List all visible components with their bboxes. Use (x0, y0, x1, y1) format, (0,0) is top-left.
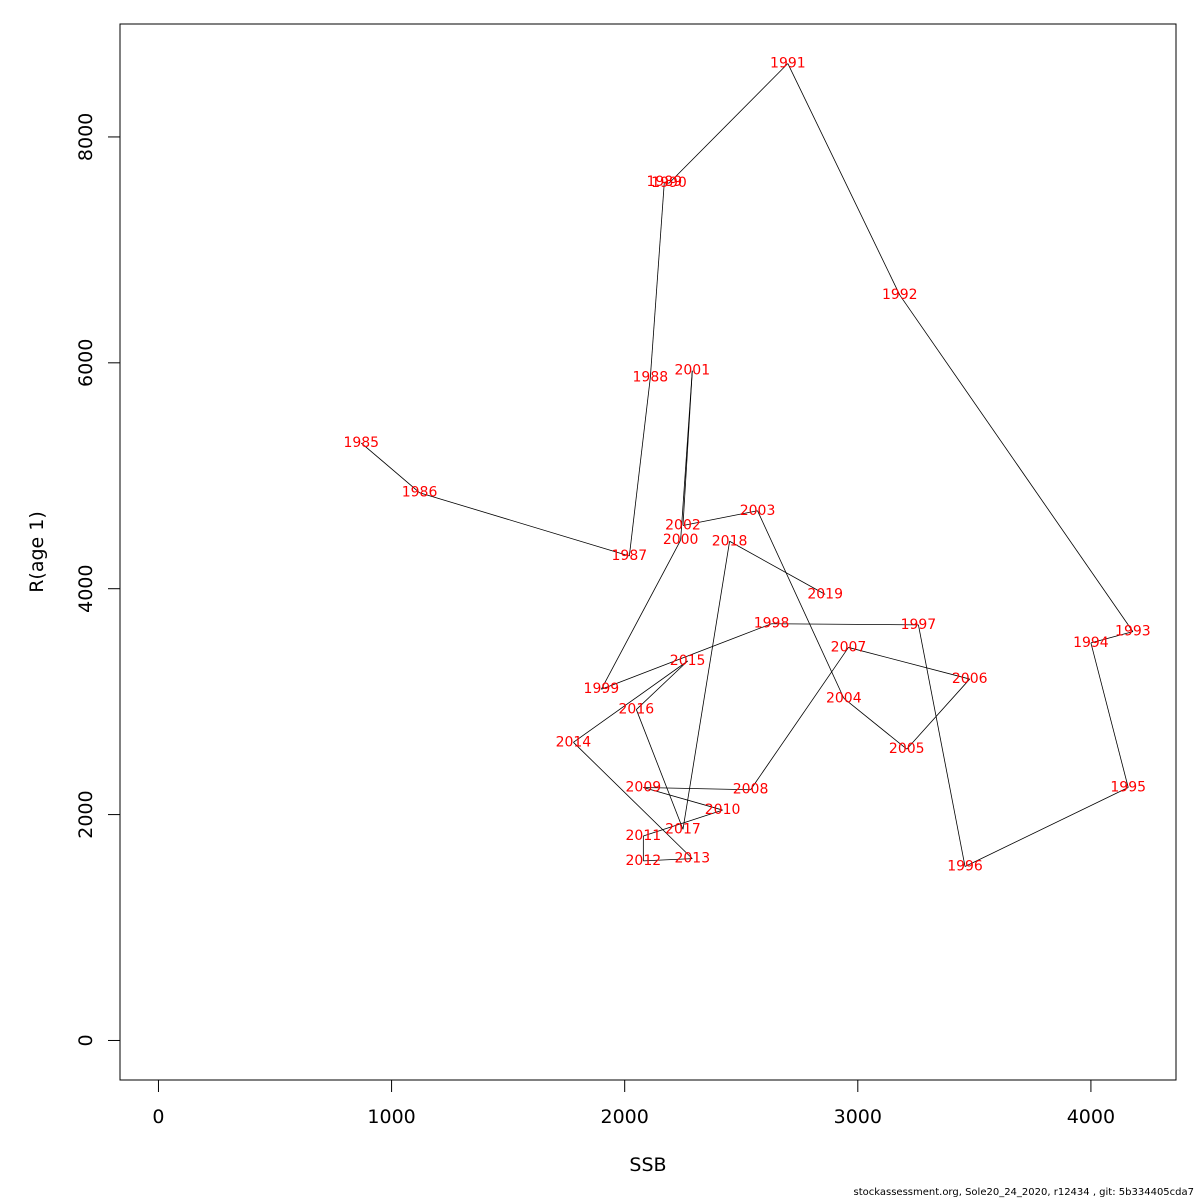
point-label-1998: 1998 (754, 616, 790, 632)
segment-1999-2000 (601, 539, 681, 690)
point-label-2006: 2006 (952, 671, 988, 687)
segment-1988-1989 (649, 182, 665, 378)
segment-1991-1992 (787, 63, 901, 296)
segment-1995-1996 (964, 787, 1129, 867)
point-label-2016: 2016 (619, 702, 655, 718)
segment-1985-1986 (361, 442, 420, 494)
point-label-1993: 1993 (1115, 624, 1151, 640)
segment-2015-2016 (636, 660, 688, 710)
point-label-1994: 1994 (1073, 635, 1109, 651)
segment-1998-1999 (601, 623, 772, 690)
y-axis: 0 2000 4000 6000 8000 (75, 113, 121, 1047)
x-tick-label: 2000 (601, 1106, 649, 1128)
y-tick-label: 4000 (75, 565, 97, 613)
series-path (361, 63, 1134, 867)
point-label-2015: 2015 (670, 653, 706, 669)
point-label-2018: 2018 (712, 533, 748, 549)
point-label-2007: 2007 (831, 639, 867, 655)
point-label-1997: 1997 (901, 617, 937, 633)
point-label-2013: 2013 (674, 851, 710, 867)
segment-2005-2006 (906, 678, 970, 750)
point-label-2002: 2002 (665, 517, 701, 533)
segment-1990-1991 (668, 63, 789, 184)
segment-1992-1993 (899, 294, 1134, 632)
point-label-2000: 2000 (663, 532, 699, 548)
point-label-1999: 1999 (584, 681, 620, 697)
segment-1997-1998 (771, 623, 919, 626)
segment-2006-2007 (848, 647, 970, 680)
segment-2012-2013 (643, 858, 693, 862)
point-label-1986: 1986 (402, 485, 438, 501)
segment-1987-1988 (628, 377, 651, 556)
segment-2001-2002 (682, 370, 693, 526)
y-tick-label: 8000 (75, 113, 97, 161)
point-label-1987: 1987 (612, 548, 648, 564)
segment-2009-2010 (643, 787, 723, 811)
point-label-1996: 1996 (947, 859, 983, 875)
point-label-2019: 2019 (807, 586, 843, 602)
point-label-2010: 2010 (705, 802, 741, 818)
point-label-2004: 2004 (826, 690, 862, 706)
segment-2014-2015 (573, 660, 688, 743)
point-label-2012: 2012 (626, 853, 662, 869)
segment-2007-2008 (750, 647, 849, 790)
x-tick-label: 1000 (367, 1106, 415, 1128)
point-label-2011: 2011 (626, 828, 662, 844)
point-label-1991: 1991 (770, 56, 806, 72)
segment-2010-2011 (643, 809, 723, 837)
x-tick-label: 0 (152, 1106, 164, 1128)
point-label-1990: 1990 (651, 175, 687, 191)
point-label-2014: 2014 (556, 734, 592, 750)
segment-2004-2005 (843, 697, 908, 750)
point-label-2017: 2017 (665, 821, 701, 837)
y-axis-title: R(age 1) (26, 511, 48, 593)
segment-2013-2014 (573, 742, 693, 859)
y-tick-label: 6000 (75, 339, 97, 387)
point-label-1988: 1988 (633, 370, 669, 386)
point-label-1992: 1992 (882, 287, 918, 303)
y-tick-label: 2000 (75, 790, 97, 838)
segment-2002-2003 (682, 510, 758, 526)
x-axis: 0 1000 2000 3000 4000 (152, 1079, 1115, 1128)
segment-1986-1987 (419, 492, 630, 557)
segment-1993-1994 (1090, 631, 1133, 644)
point-label-1985: 1985 (343, 435, 379, 451)
point-label-2005: 2005 (889, 741, 925, 757)
x-axis-title: SSB (629, 1154, 666, 1176)
point-label-2001: 2001 (674, 363, 710, 379)
point-label-1995: 1995 (1110, 779, 1146, 795)
x-tick-label: 3000 (834, 1106, 882, 1128)
segment-2016-2017 (635, 709, 684, 830)
segment-1996-1997 (918, 624, 966, 867)
point-label-1989: 1989 (646, 174, 682, 190)
point-label-2003: 2003 (740, 503, 776, 519)
y-tick-label: 0 (75, 1034, 97, 1046)
segment-2003-2004 (757, 510, 845, 699)
segment-2017-2018 (682, 541, 730, 830)
footer-credit: stockassessment.org, Sole20_24_2020, r12… (853, 1187, 1195, 1198)
segment-2008-2009 (643, 787, 751, 791)
point-label-2009: 2009 (626, 779, 662, 795)
point-label-2008: 2008 (733, 782, 769, 798)
segment-1989-1990 (664, 181, 670, 184)
segment-2018-2019 (729, 540, 826, 595)
segment-1994-1995 (1090, 642, 1129, 788)
x-tick-label: 4000 (1067, 1106, 1115, 1128)
